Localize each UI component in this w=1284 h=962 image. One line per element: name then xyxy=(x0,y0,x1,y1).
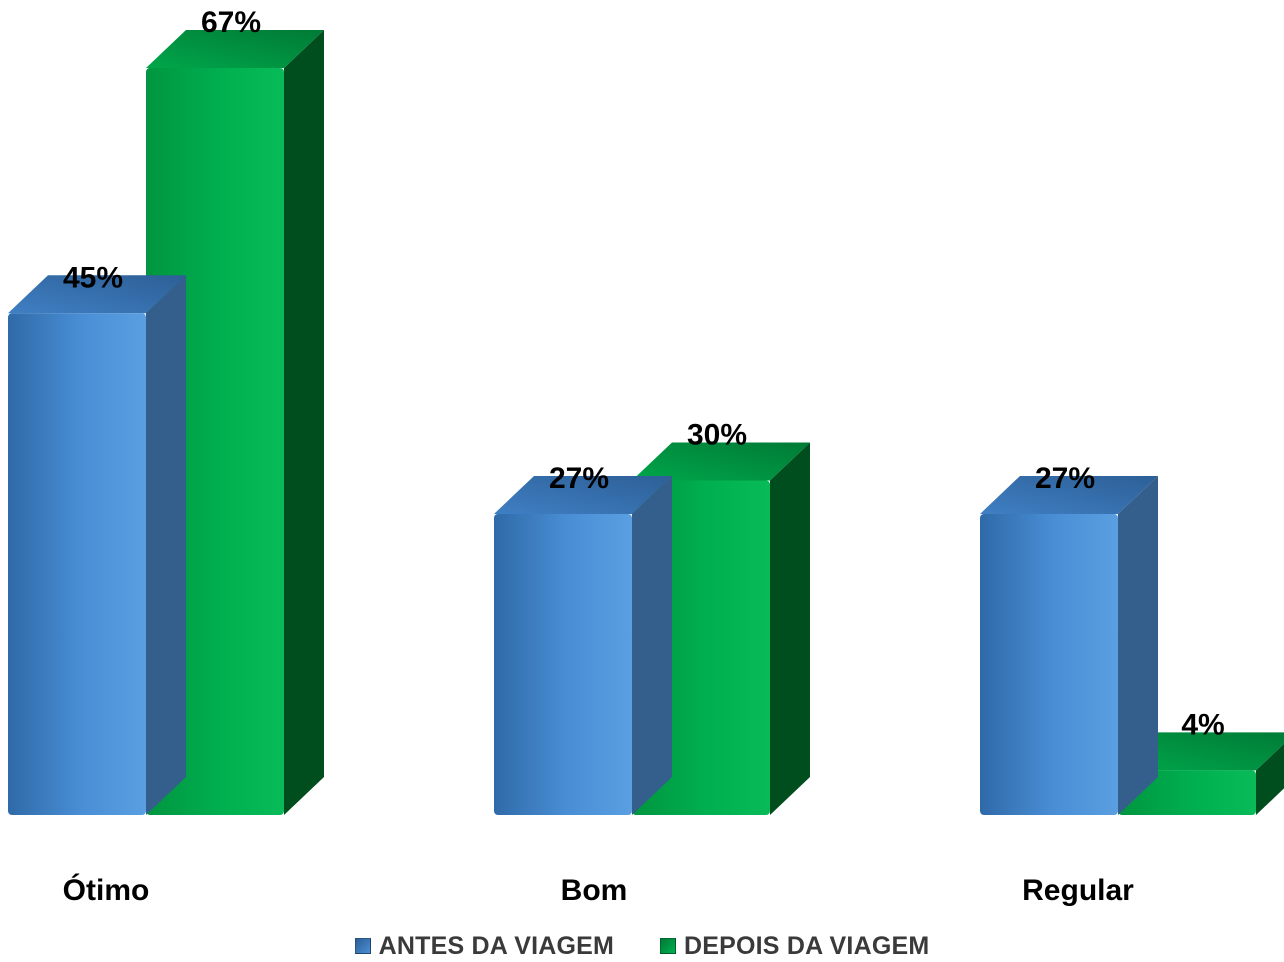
bar-top-depois-2 xyxy=(1118,732,1284,771)
data-label-antes-2: 27% xyxy=(1035,462,1095,495)
legend-item-depois: DEPOIS DA VIAGEM xyxy=(660,932,929,961)
legend-swatch-antes xyxy=(354,938,371,954)
bar-top-depois-1 xyxy=(632,442,810,481)
bar-antes-1 xyxy=(494,475,672,815)
bar-front-antes-0 xyxy=(8,313,146,815)
bar-top-antes-0 xyxy=(8,275,186,314)
category-labels: Ótimo Bom Regular xyxy=(63,873,1135,907)
legend: ANTES DA VIAGEM DEPOIS DA VIAGEM xyxy=(0,930,1284,962)
legend-item-antes: ANTES DA VIAGEM xyxy=(354,931,615,961)
bar-front-antes-2 xyxy=(980,513,1118,815)
bar-side-antes-0 xyxy=(146,275,186,815)
category-label-0: Ótimo xyxy=(63,873,150,907)
bar-side-antes-2 xyxy=(1118,475,1158,815)
data-label-antes-0: 45% xyxy=(63,261,123,294)
legend-label-depois: DEPOIS DA VIAGEM xyxy=(684,931,930,960)
legend-swatch-depois xyxy=(660,938,677,954)
legend-label-antes: ANTES DA VIAGEM xyxy=(378,931,615,960)
bar-antes-2 xyxy=(980,475,1158,815)
bar-side-depois-2 xyxy=(1256,743,1284,815)
bar-antes-0 xyxy=(8,275,186,815)
data-label-depois-0: 67% xyxy=(201,6,261,39)
bar-top-antes-2 xyxy=(980,475,1158,514)
bar-side-antes-1 xyxy=(632,475,672,815)
data-label-depois-1: 30% xyxy=(687,419,747,452)
labels-layer: 67% 45% 30% 27% 4% 27% xyxy=(63,6,1225,741)
bar-side-depois-1 xyxy=(770,442,810,815)
bar-top-depois-0 xyxy=(146,29,324,68)
bar-top-antes-1 xyxy=(494,475,672,514)
bar-side-depois-0 xyxy=(284,29,324,815)
category-label-2: Regular xyxy=(1022,874,1134,907)
category-label-1: Bom xyxy=(561,874,628,907)
data-label-antes-1: 27% xyxy=(549,462,609,495)
bar-front-antes-1 xyxy=(494,513,632,815)
data-label-depois-2: 4% xyxy=(1181,708,1224,741)
bars-layer xyxy=(8,29,1284,815)
